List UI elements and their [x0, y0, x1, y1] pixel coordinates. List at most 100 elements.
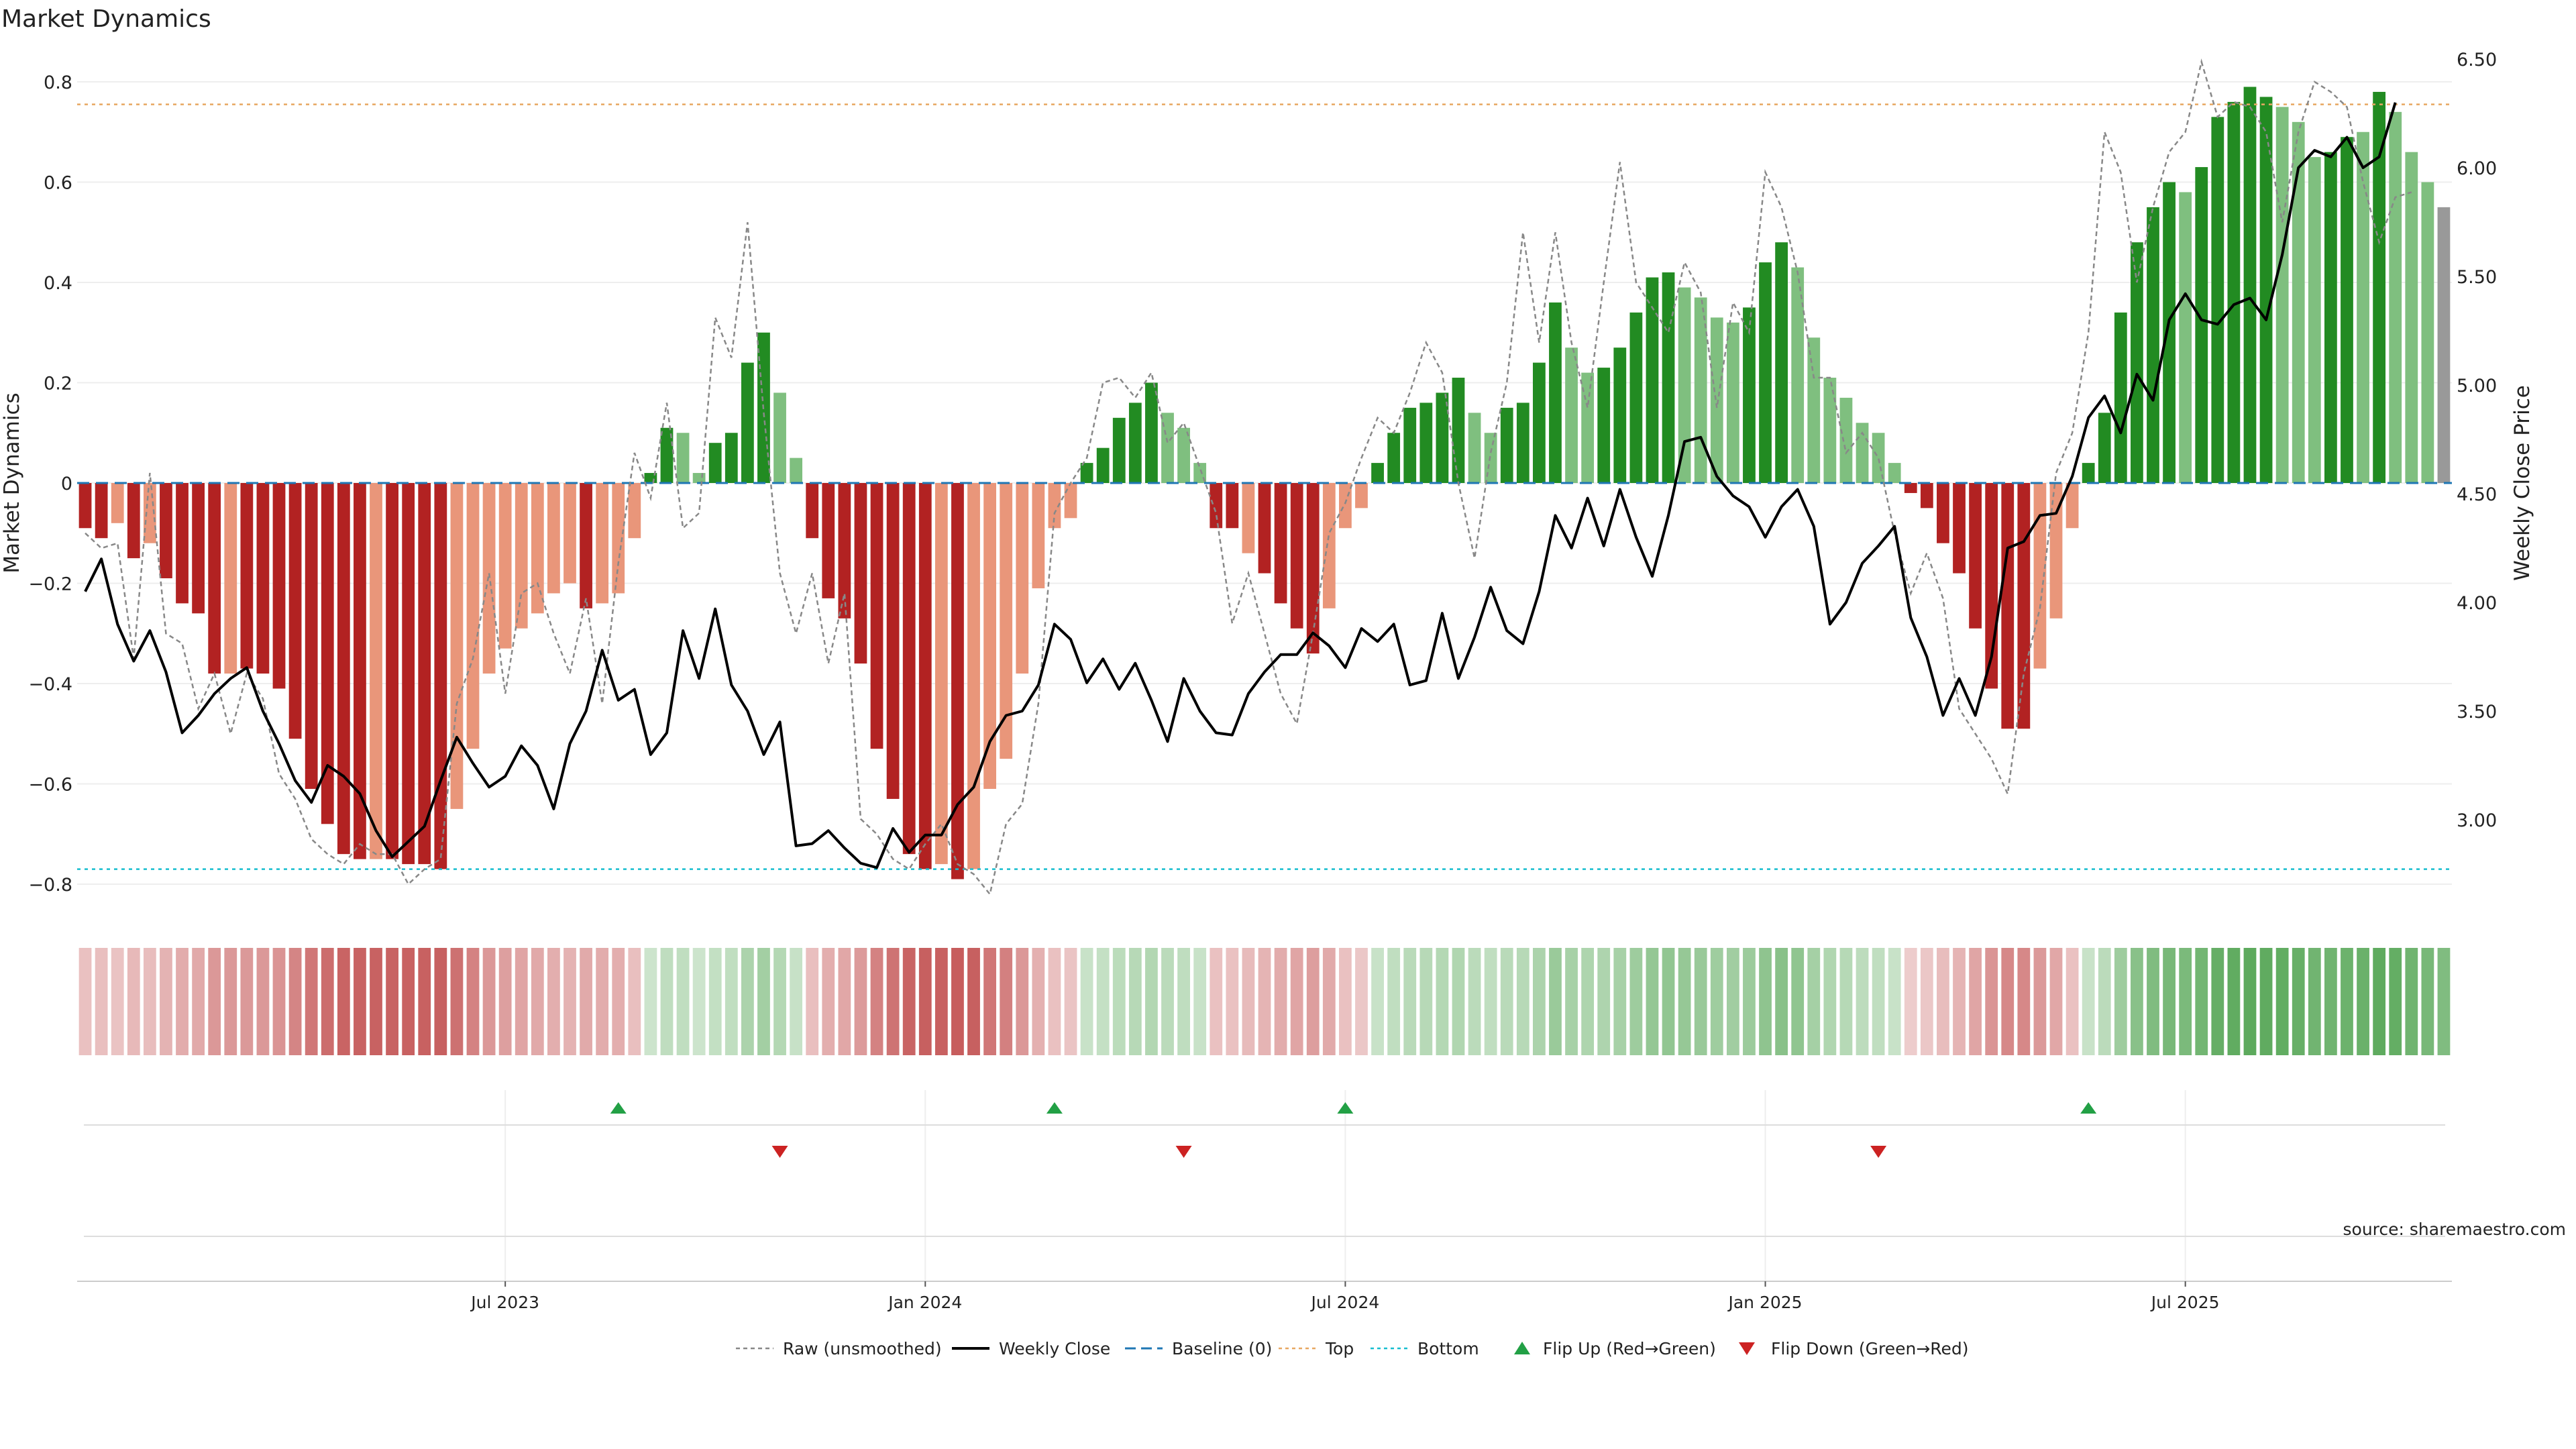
momentum-cell [450, 948, 464, 1055]
momentum-cell [1775, 948, 1788, 1055]
dynamics-bar [1791, 267, 1805, 483]
dynamics-bar [1823, 378, 1837, 483]
momentum-cell [1565, 948, 1578, 1055]
dynamics-bar [1242, 483, 1255, 553]
dynamics-bar [1339, 483, 1352, 529]
momentum-cell [628, 948, 641, 1055]
y-right-tick-label: 5.50 [2457, 267, 2497, 288]
momentum-cell [1387, 948, 1401, 1055]
y-axis-label-right: Weekly Close Price [2510, 385, 2534, 581]
momentum-cell [1581, 948, 1595, 1055]
legend-label: Baseline (0) [1172, 1339, 1272, 1358]
x-tick-label: Jan 2024 [887, 1293, 962, 1312]
momentum-cell [2243, 948, 2257, 1055]
momentum-cell [240, 948, 254, 1055]
legend-swatch [1739, 1342, 1755, 1355]
dynamics-bar [466, 483, 480, 749]
dynamics-bar [983, 483, 997, 789]
dynamics-bar [272, 483, 286, 689]
dynamics-bar [2341, 137, 2353, 484]
momentum-cell [288, 948, 302, 1055]
dynamics-bar [806, 483, 819, 539]
dynamics-bar [160, 483, 172, 579]
dynamics-bar [902, 483, 916, 855]
dynamics-bar [498, 483, 512, 649]
dynamics-bar [1662, 272, 1675, 483]
dynamics-bar [1904, 483, 1917, 493]
dynamics-bar [612, 483, 625, 594]
momentum-cell [1064, 948, 1077, 1055]
momentum-cell [2437, 948, 2451, 1055]
momentum-cell [127, 948, 140, 1055]
raw-series-line [85, 58, 2412, 896]
dynamics-bar [176, 483, 189, 604]
momentum-cell [2114, 948, 2127, 1055]
momentum-cell [2389, 948, 2402, 1055]
momentum-cell [773, 948, 786, 1055]
momentum-cell [741, 948, 754, 1055]
momentum-cell [2001, 948, 2015, 1055]
momentum-cell [1694, 948, 1707, 1055]
momentum-cell [1678, 948, 1691, 1055]
momentum-cell [580, 948, 592, 1055]
dynamics-bar [1953, 483, 1966, 574]
flip-up-marker [1337, 1102, 1354, 1114]
dynamics-bar [224, 483, 237, 674]
dynamics-bar [1145, 382, 1158, 483]
dynamics-bar [1290, 483, 1303, 629]
dynamics-bar [1048, 483, 1061, 529]
momentum-cell [1549, 948, 1562, 1055]
dynamics-bar [95, 483, 108, 539]
momentum-cell [967, 948, 980, 1055]
momentum-cell [1128, 948, 1142, 1055]
momentum-cell [854, 948, 867, 1055]
legend-item: Flip Down (Green→Red) [1739, 1339, 1969, 1358]
dynamics-bar [547, 483, 560, 594]
dynamics-bar [724, 433, 738, 483]
momentum-cell [434, 948, 447, 1055]
momentum-cell [1355, 948, 1368, 1055]
dynamics-bar [934, 483, 948, 865]
legend-item: Top [1279, 1339, 1354, 1358]
dynamics-bar [1436, 392, 1449, 483]
momentum-cell [806, 948, 819, 1055]
legend-item: Weekly Close [952, 1339, 1110, 1358]
dynamics-bar [1937, 483, 1949, 543]
momentum-cell [498, 948, 512, 1055]
momentum-cell [1000, 948, 1013, 1055]
dynamics-bar [1452, 378, 1465, 483]
dynamics-bar [2227, 101, 2241, 483]
legend-item: Baseline (0) [1125, 1339, 1272, 1358]
momentum-cell [160, 948, 172, 1055]
dynamics-bar [580, 483, 592, 608]
momentum-cell [1274, 948, 1287, 1055]
dynamics-bar [321, 483, 334, 824]
dynamics-bar [1549, 302, 1562, 483]
dynamics-bar [1371, 463, 1384, 483]
dynamics-bar [1210, 483, 1223, 529]
dynamics-bar [78, 483, 92, 529]
momentum-cell [1210, 948, 1223, 1055]
momentum-cell [208, 948, 221, 1055]
momentum-cell [1920, 948, 1933, 1055]
momentum-cell [1532, 948, 1546, 1055]
dynamics-bar [1629, 312, 1643, 483]
flip-markers-panel: Jul 2023 Jan 2024 Jul 2024 Jan 2025 Jul 2025 [77, 1090, 2452, 1312]
dynamics-bar [1032, 483, 1045, 588]
legend-label: Raw (unsmoothed) [783, 1339, 942, 1358]
dynamics-bar [2357, 131, 2369, 483]
dynamics-bar [2131, 242, 2143, 483]
y-axis-label: Market Dynamics [0, 392, 24, 573]
weekly-close-line [84, 102, 2397, 869]
momentum-cell [934, 948, 948, 1055]
dynamics-bar [886, 483, 900, 799]
dynamics-bar [1775, 242, 1788, 483]
dynamics-bar [2275, 107, 2289, 483]
momentum-cell [272, 948, 286, 1055]
legend-item: Raw (unsmoothed) [736, 1339, 942, 1358]
dynamics-bar [2065, 483, 2079, 529]
dynamics-bar [1759, 262, 1772, 483]
dynamics-bar [1565, 347, 1578, 483]
dynamics-bar [596, 483, 609, 604]
dynamics-bar [2389, 111, 2402, 484]
